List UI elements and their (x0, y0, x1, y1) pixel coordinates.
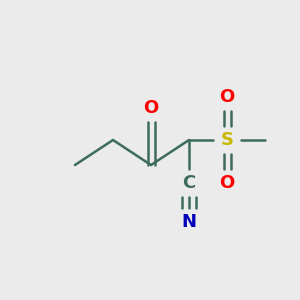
Circle shape (178, 211, 200, 233)
Circle shape (140, 97, 162, 119)
Text: O: O (143, 99, 159, 117)
Text: N: N (182, 213, 196, 231)
Circle shape (216, 172, 238, 194)
Text: O: O (219, 174, 235, 192)
Text: O: O (219, 88, 235, 106)
Circle shape (216, 86, 238, 108)
Circle shape (178, 172, 200, 194)
Text: S: S (220, 131, 233, 149)
Circle shape (216, 129, 238, 151)
Text: C: C (182, 174, 196, 192)
